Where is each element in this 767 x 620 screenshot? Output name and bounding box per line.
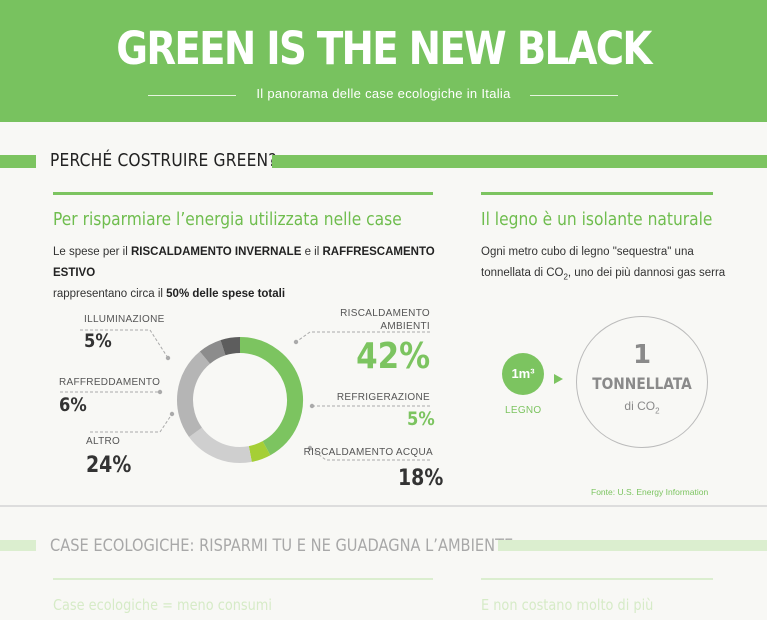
page-subtitle: Il panorama delle case ecologiche in Ita… [256,86,511,101]
section2-bar-left [0,540,36,551]
section2-title: CASE ECOLOGICHE: RISPARMI TU E NE GUADAG… [50,536,514,556]
page-title: GREEN IS THE NEW BLACK [116,22,652,75]
label-illuminazione: ILLUMINAZIONE [84,314,165,325]
section-title: PERCHÉ COSTRUIRE GREEN? [50,150,277,171]
section2-bar-right [498,540,767,551]
wood-caption: LEGNO [505,405,542,416]
slice-riscaldamento-acqua [189,427,252,463]
section-bar-left [0,155,36,168]
co2-circle [576,316,708,448]
slice-raffreddamento [199,340,226,365]
slice-altro [177,351,211,438]
leader-dots [157,339,315,451]
section-bar-right [272,155,767,168]
section2-left-line [53,578,433,580]
co2-sub: di CO2 [624,399,660,416]
label-altro: ALTRO [86,436,121,447]
label-raffreddamento: RAFFREDDAMENTO [59,377,161,388]
slice-riscaldamento-ambienti [239,337,303,456]
label-riscaldamento-ambienti: RISCALDAMENTO AMBIENTI [340,308,430,332]
value-altro: 24% [86,453,132,478]
slice-refrigerazione [248,441,271,462]
right-column-line [481,192,713,195]
source-note: Fonte: U.S. Energy Information [591,487,709,497]
value-riscaldamento-ambienti: 42% [355,336,430,377]
co2-label: TONNELLATA [592,374,692,393]
donut-slices [177,337,303,463]
arrow-right-icon [554,374,563,384]
section2-right-line [481,578,713,580]
left-column-text: Le spese per il RISCALDAMENTO INVERNALE … [53,246,435,300]
left-column-title: Per risparmiare l’energia utilizzata nel… [53,209,402,230]
co2-number: 1 [632,340,652,370]
label-refrigerazione: REFRIGERAZIONE [336,392,430,403]
section-divider [0,505,767,507]
value-illuminazione: 5% [84,330,112,352]
slice-illuminazione [220,337,241,356]
right-column-text: Ogni metro cubo di legno "sequestra" una… [481,246,726,282]
leader-lines [60,329,430,461]
value-riscaldamento-acqua: 18% [398,466,444,491]
right-column-title: Il legno è un isolante naturale [481,209,713,230]
section2-right-subtitle: E non costano molto di più [481,596,654,614]
section2-left-subtitle: Case ecologiche = meno consumi [53,596,272,614]
left-column-line [53,192,433,195]
header-banner [0,0,767,122]
value-raffreddamento: 6% [59,394,87,416]
wood-cube-badge: 1m³ [502,353,544,395]
subtitle-line-left [148,95,236,96]
label-riscaldamento-acqua: RISCALDAMENTO ACQUA [303,447,433,458]
subtitle-line-right [530,95,618,96]
value-refrigerazione: 5% [407,408,435,430]
